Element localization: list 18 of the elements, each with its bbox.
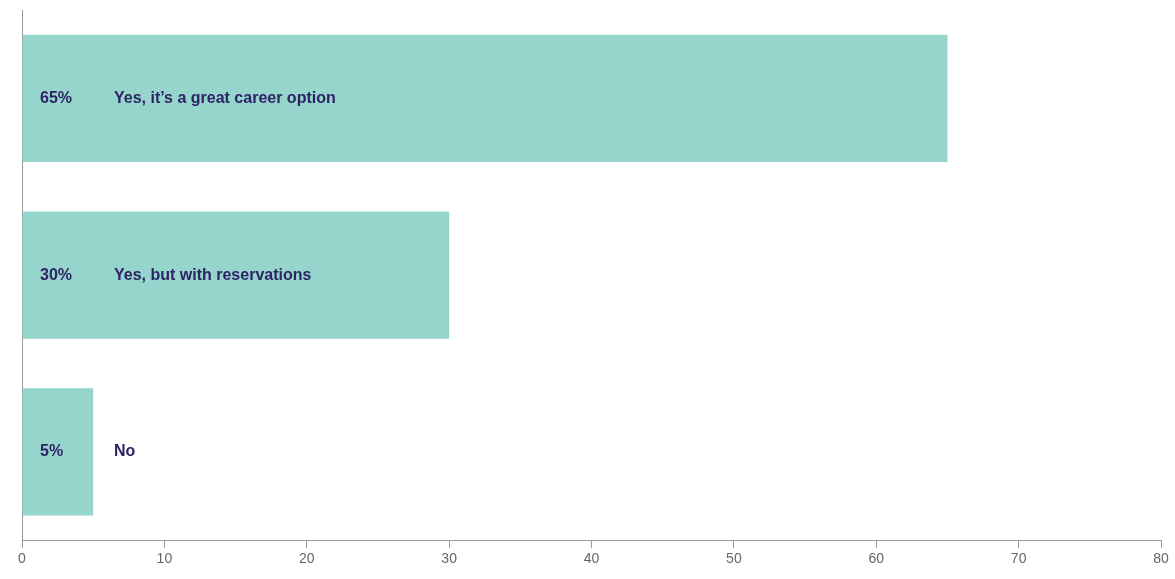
x-tick-label: 70: [1010, 550, 1027, 567]
y-tick-label: Yes, but with reservations: [114, 265, 312, 283]
bar: [22, 388, 94, 516]
y-tick-label: No: [114, 442, 136, 460]
data-label: 30%: [40, 265, 73, 283]
bar: [22, 34, 948, 162]
x-tick-label: 10: [156, 550, 173, 567]
y-tick-label: Yes, it’s a great career option: [114, 88, 336, 106]
x-tick-label: 0: [18, 550, 27, 567]
data-label: 65%: [40, 88, 73, 106]
x-tick-label: 20: [298, 550, 315, 567]
x-tick-label: 40: [583, 550, 600, 567]
bar: [22, 211, 450, 339]
x-tick-label: 30: [441, 550, 458, 567]
x-tick-label: 60: [868, 550, 885, 567]
x-tick-label: 80: [1153, 550, 1169, 567]
data-label: 5%: [40, 442, 64, 460]
x-tick-label: 50: [726, 550, 742, 567]
